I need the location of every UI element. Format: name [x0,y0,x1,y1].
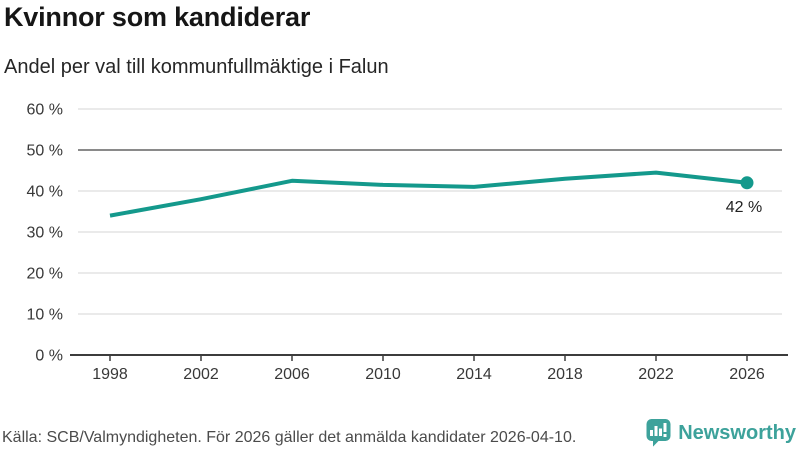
logo-bars [650,423,667,437]
page-subtitle: Andel per val till kommunfullmäktige i F… [4,56,389,78]
y-axis-tick-label: 0 % [35,348,63,365]
logo-wordmark: Newsworthy [678,421,796,444]
chart-speech-bubble-icon [646,419,671,447]
y-axis-tick-label: 30 % [27,225,63,242]
x-axis-tick-label: 2002 [183,366,219,383]
y-axis-tick-label: 50 % [27,143,63,160]
data-point-label: 42 % [726,199,762,216]
y-axis-tick-label: 10 % [27,307,63,324]
x-axis-tick-label: 2014 [456,366,492,383]
y-axis-tick-label: 20 % [27,266,63,283]
source-note: Källa: SCB/Valmyndigheten. För 2026 gäll… [2,429,577,446]
x-axis-tick-label: 1998 [92,366,128,383]
y-axis-tick-label: 40 % [27,184,63,201]
x-axis-tick-label: 2010 [365,366,401,383]
y-axis-tick-label: 60 % [27,102,63,119]
x-axis-tick-label: 2026 [729,366,765,383]
newsworthy-logo: Newsworthy [646,419,796,447]
x-axis-tick-label: 2018 [547,366,583,383]
x-axis-tick-label: 2006 [274,366,310,383]
trend-line [109,170,748,218]
x-axis-tick-label: 2022 [638,366,674,383]
logo-icon-svg [646,419,671,447]
page-title: Kvinnor som kandiderar [4,2,311,32]
data-point-dot [740,176,754,190]
